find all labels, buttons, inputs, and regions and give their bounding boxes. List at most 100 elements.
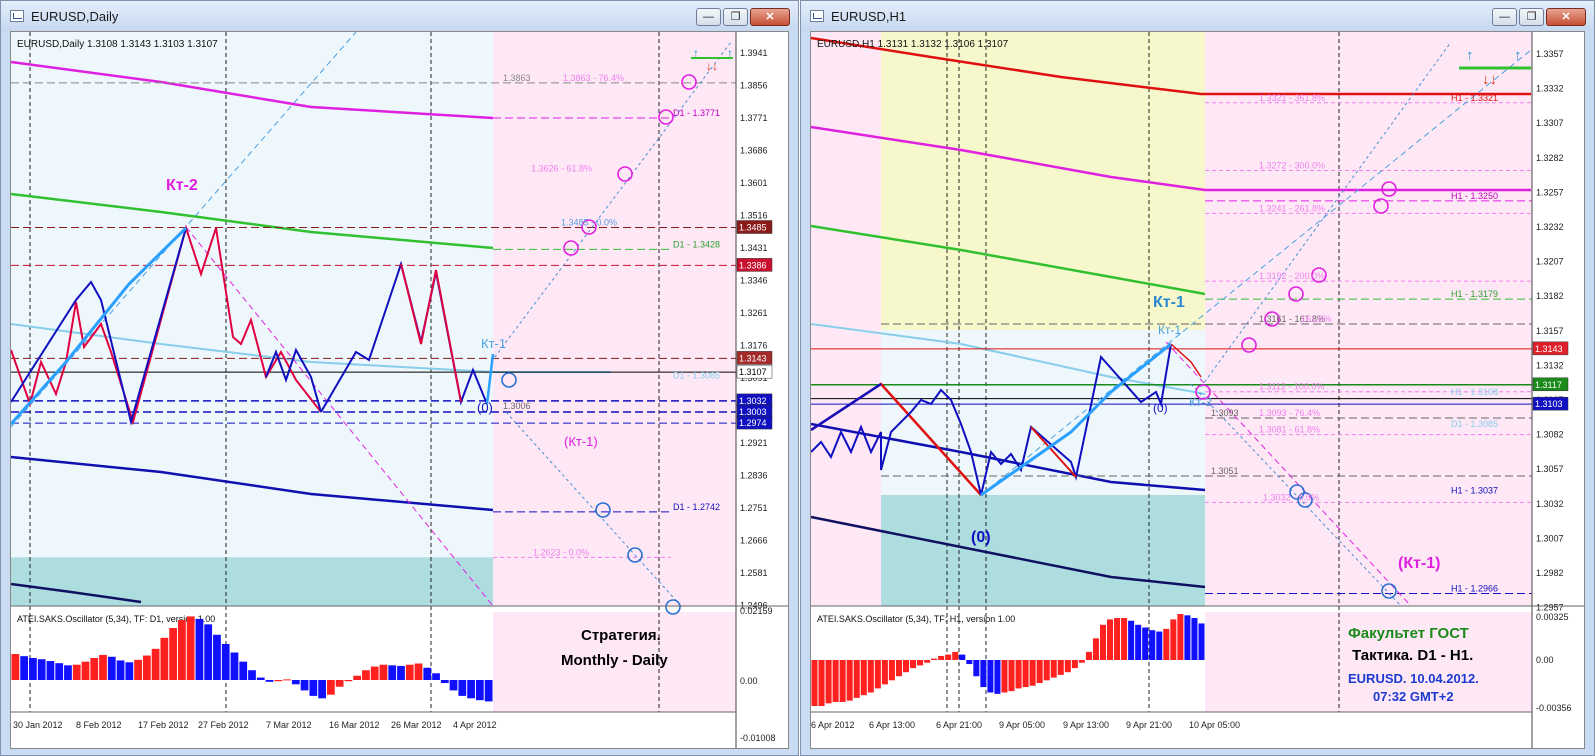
oscillator-bar <box>125 662 134 680</box>
minimize-button[interactable]: — <box>1492 8 1517 26</box>
oscillator-bar <box>423 667 432 680</box>
time-label: 30 Jan 2012 <box>13 720 63 730</box>
level-text: H1 - 1.3179 <box>1451 289 1498 299</box>
price-label: 1.3082 <box>1536 430 1564 440</box>
price-label: 1.3132 <box>1536 360 1564 370</box>
ma-red <box>811 36 1531 96</box>
forecast-zone <box>493 32 736 606</box>
price-label: 1.2666 <box>740 536 768 546</box>
time-label: 6 Apr 2012 <box>811 720 855 730</box>
price-label: 1.3516 <box>740 211 768 221</box>
level-text: 1.3321 - 361.8% <box>1259 93 1325 103</box>
price-tag <box>736 220 773 234</box>
target-circle <box>617 166 633 182</box>
oscillator-bar <box>860 660 867 696</box>
oscillator-bar <box>467 680 475 699</box>
oscillator-bar <box>151 648 160 680</box>
price-tag-text: 1.3103 <box>1535 399 1563 409</box>
oscillator-bar <box>881 660 888 685</box>
level-text: 1.3241 - 261.8% <box>1259 203 1325 213</box>
wave-label: (Кт-1) <box>564 434 598 449</box>
daily-chart-window[interactable]: EURUSD,Daily — ❐ ✕ 1.3863 1.3863 - 76.4% D… <box>0 0 799 756</box>
price-label: 1.3232 <box>1536 222 1564 232</box>
teal-zone <box>11 557 493 606</box>
minimize-button[interactable]: — <box>696 8 721 26</box>
kt-wave-end <box>485 353 495 405</box>
target-circle <box>1311 267 1327 283</box>
ma-darkblue <box>811 515 1206 589</box>
oscillator-bar <box>867 660 874 693</box>
target-circle <box>1297 492 1313 508</box>
caption-timeframes: Monthly - Daily <box>561 652 668 669</box>
caption-strategy: Стратегия. <box>581 627 661 644</box>
restore-button[interactable]: ❐ <box>1519 8 1544 26</box>
oscillator-bar <box>811 660 818 707</box>
level-text: H1 - 1.3037 <box>1451 485 1498 495</box>
wave-label: Кт-1 <box>1153 294 1185 311</box>
price-label: 1.3176 <box>740 341 768 351</box>
oscillator-bar <box>160 637 169 680</box>
oscillator-bar <box>902 660 909 673</box>
oscillator-bar <box>1128 620 1135 660</box>
oscillator-title: ATEI.SAKS.Oscillator (5,34), TF: D1, ver… <box>17 614 215 624</box>
level-text: D1 - 1.2742 <box>673 502 720 512</box>
level-text: D1 - 1.3085 <box>673 371 720 381</box>
oscillator-label: 0.00 <box>1536 655 1554 665</box>
h1-chart-svg[interactable]: 1.3321 - 361.8% H1 - 1.3321 1.3272 - 300.0… <box>811 32 1585 749</box>
oscillator-bar <box>195 618 204 680</box>
price-tag <box>736 351 773 365</box>
oscillator-bar <box>874 660 881 689</box>
caption-time: 07:32 GMT+2 <box>1373 689 1454 704</box>
time-label: 26 Mar 2012 <box>391 720 442 730</box>
chart-canvas[interactable]: 1.3863 1.3863 - 76.4% D1 - 1.3771 1.3626 - … <box>10 31 789 749</box>
arrow-up-icon: ↑ <box>1466 47 1474 64</box>
target-circle <box>501 372 517 388</box>
chart-header: EURUSD,H1 1.3131 1.3132 1.3106 1.3107 <box>817 39 1009 50</box>
oscillator-bar <box>335 680 344 687</box>
level-text: 1.3112 - 100.0% <box>1259 382 1324 392</box>
oscillator-bar <box>1099 624 1106 660</box>
target-circle <box>681 74 697 90</box>
oscillator-bar <box>1001 660 1008 693</box>
oscillator-bar <box>888 660 895 681</box>
oscillator-bar <box>931 658 938 660</box>
title-bar[interactable]: EURUSD,H1 — ❐ ✕ <box>801 1 1594 31</box>
ma-magenta <box>811 125 1531 192</box>
oscillator-bar <box>379 664 388 680</box>
oscillator-bar <box>959 654 966 660</box>
h1-chart-window[interactable]: EURUSD,H1 — ❐ ✕ 1.3321 - 361.8% H1 - 1.33… <box>800 0 1595 756</box>
price-label: 1.3346 <box>740 276 768 286</box>
close-button[interactable]: ✕ <box>750 8 790 26</box>
restore-button[interactable]: ❐ <box>723 8 748 26</box>
oscillator-bar <box>1036 660 1043 684</box>
daily-chart-svg[interactable]: 1.3863 1.3863 - 76.4% D1 - 1.3771 1.3626 - … <box>11 32 789 749</box>
oscillator-bar <box>265 680 274 682</box>
level-text: 1.3161 - 161.8% <box>1259 314 1325 324</box>
oscillator-bar <box>980 660 987 688</box>
time-label: 9 Apr 05:00 <box>999 720 1045 730</box>
oscillator-bar <box>1085 651 1092 660</box>
level-text: 1.2623 - 0.0% <box>533 547 589 557</box>
time-label: 9 Apr 21:00 <box>1126 720 1172 730</box>
oscillator-bar <box>484 680 493 702</box>
caption-symbol-date: EURUSD. 10.04.2012. <box>1348 671 1479 686</box>
price-tag-text: 1.3032 <box>739 396 767 406</box>
title-bar[interactable]: EURUSD,Daily — ❐ ✕ <box>1 1 798 31</box>
arrow-down-icon: ↓↓ <box>1482 71 1497 88</box>
trend-line <box>185 226 494 607</box>
oscillator-bar <box>1029 660 1036 686</box>
oscillator-bar <box>388 665 397 680</box>
oscillator-bar <box>945 654 952 660</box>
trend-line <box>490 41 732 363</box>
window-title: EURUSD,H1 <box>831 9 907 24</box>
wave-label: (0) <box>1153 401 1168 415</box>
oscillator-bar <box>1184 615 1191 660</box>
chart-canvas[interactable]: 1.3321 - 361.8% H1 - 1.3321 1.3272 - 300.0… <box>810 31 1585 749</box>
level-text: H1 - 1.2966 <box>1451 584 1498 594</box>
oscillator-bar <box>362 670 370 680</box>
ma-green <box>11 192 494 250</box>
oscillator-bar <box>449 680 458 691</box>
price-label: 1.2751 <box>740 503 768 513</box>
close-button[interactable]: ✕ <box>1546 8 1586 26</box>
oscillator-label: -0.00356 <box>1536 703 1572 713</box>
